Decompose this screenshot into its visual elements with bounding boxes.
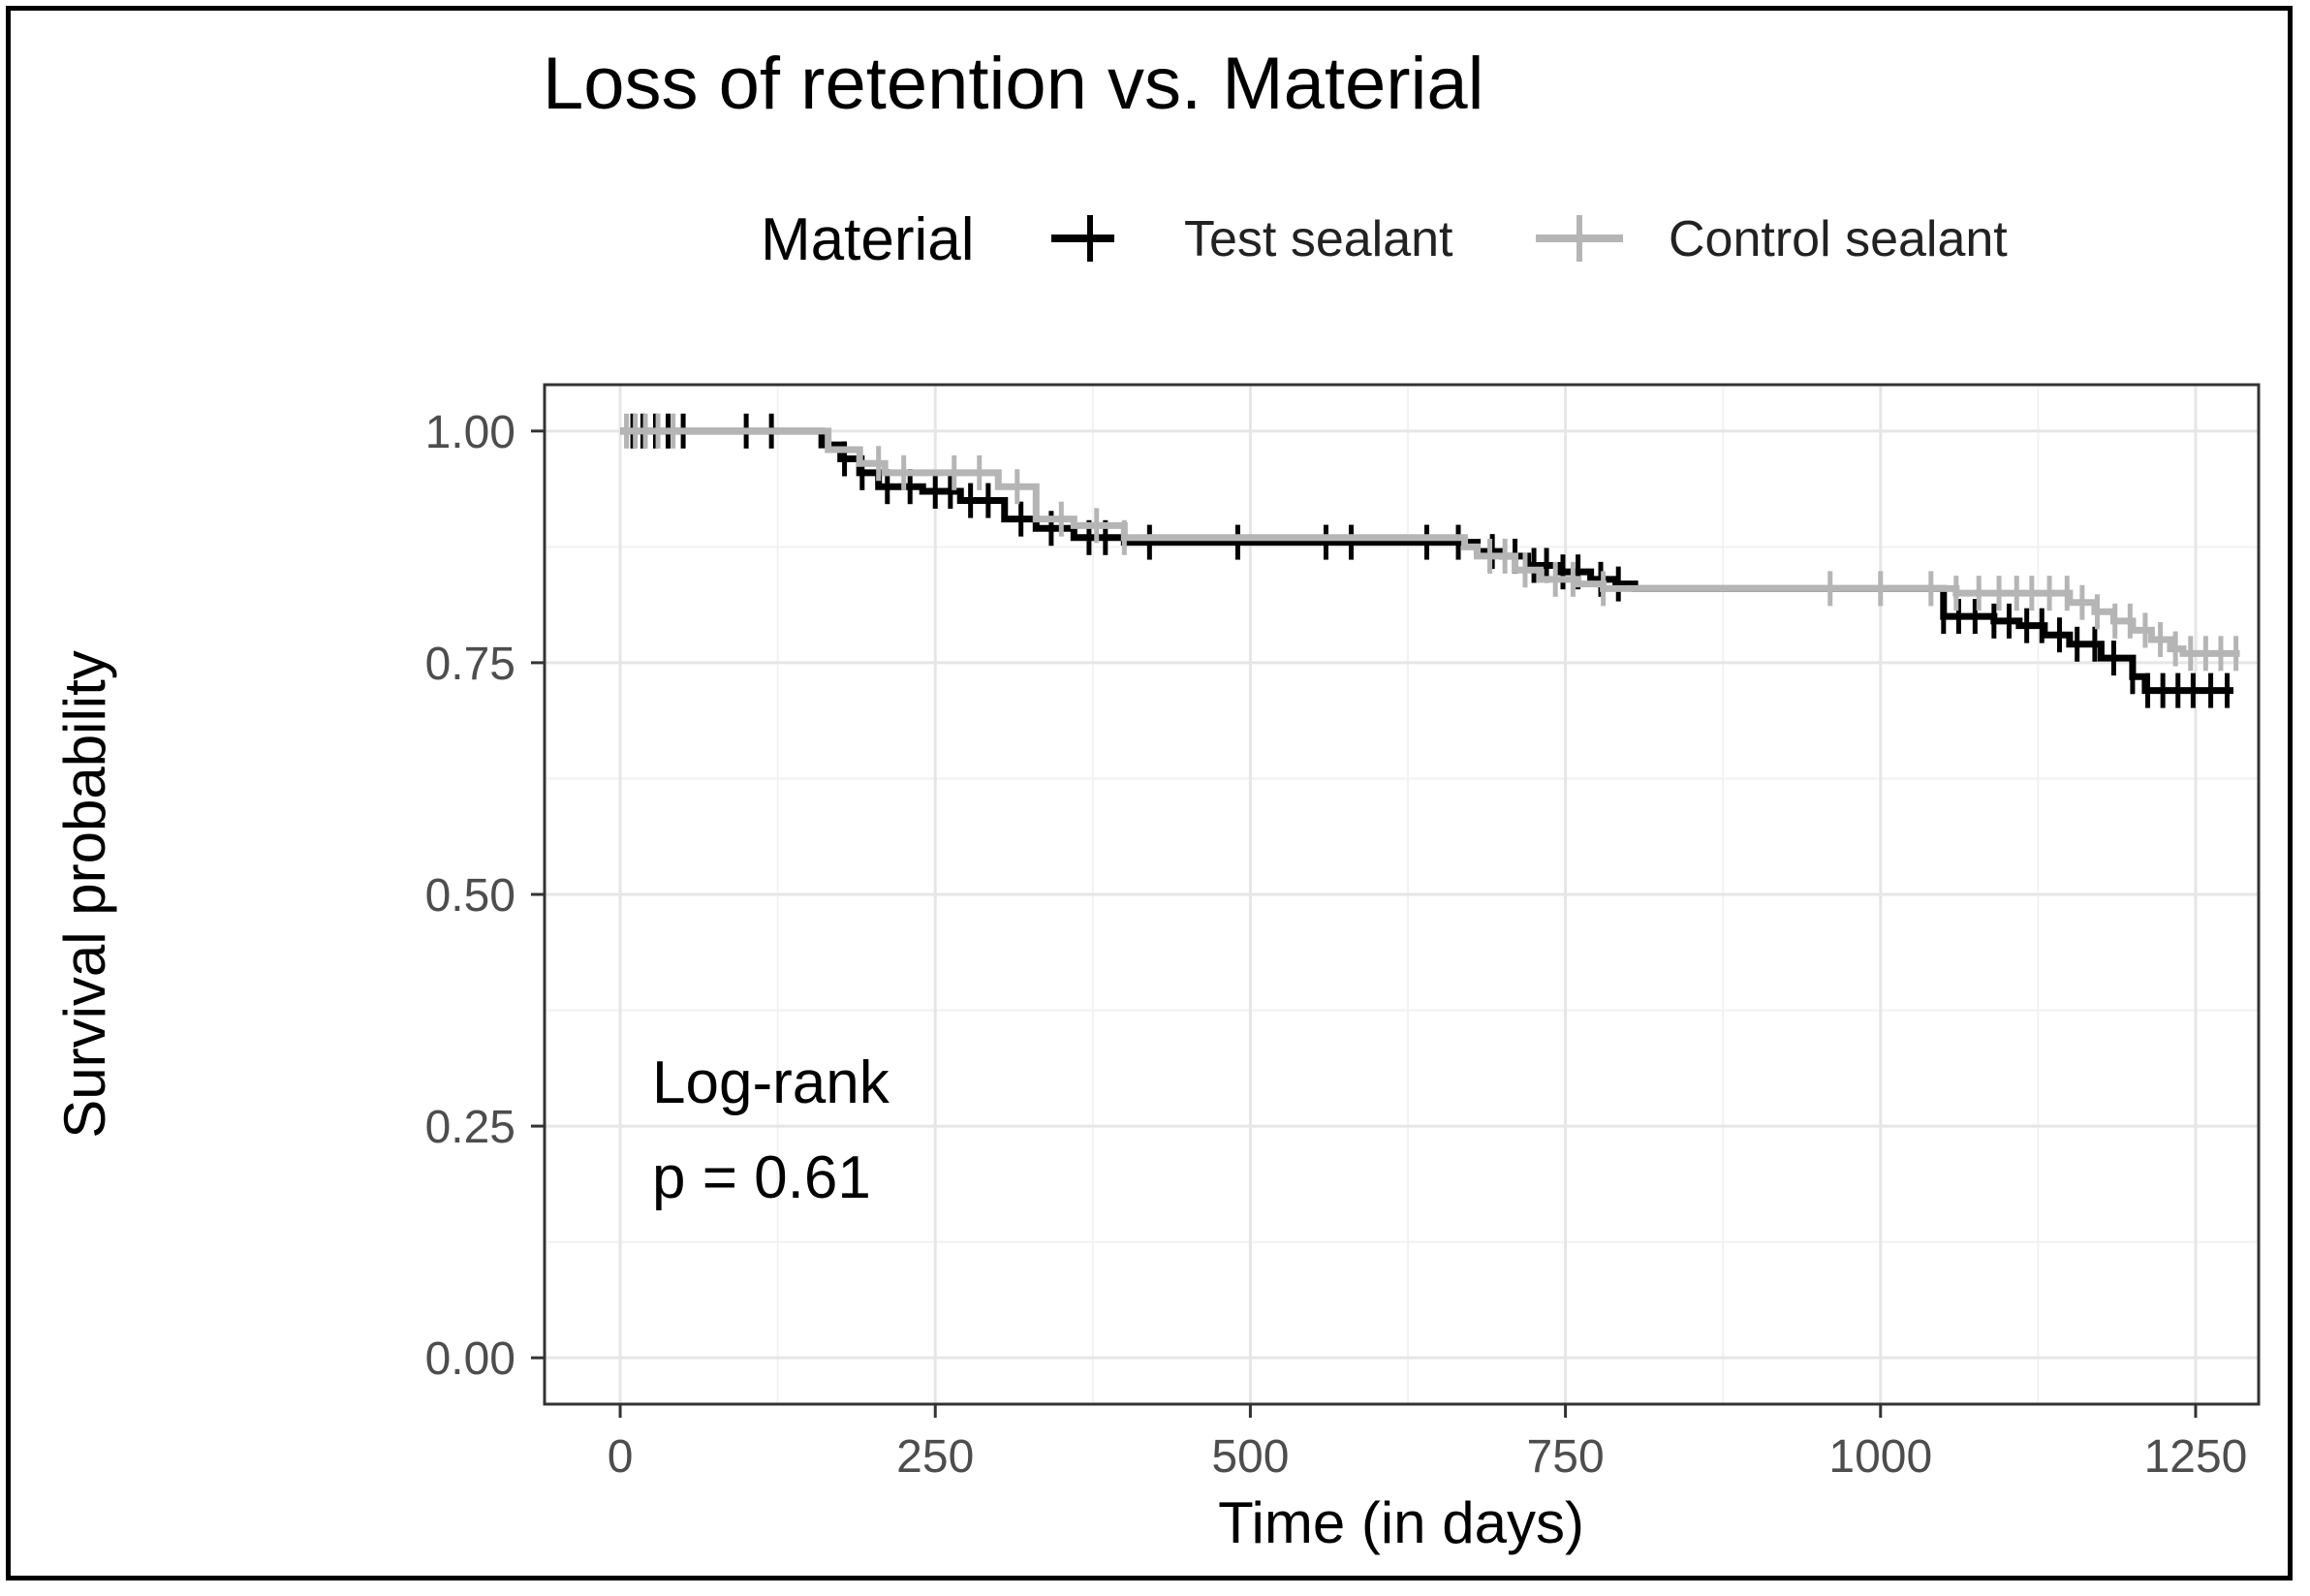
survival-curve xyxy=(620,427,2233,695)
x-axis-title: Time (in days) xyxy=(1218,1490,1584,1555)
legend-title: Material xyxy=(761,206,975,273)
chart-title: Loss of retention vs. Material xyxy=(543,43,1484,125)
series-test xyxy=(620,413,2233,708)
x-tick-label: 1250 xyxy=(2144,1431,2248,1483)
series-control xyxy=(620,413,2240,672)
y-tick-label: 0.00 xyxy=(425,1333,515,1385)
legend-key-test xyxy=(1051,215,1114,262)
logrank-pvalue: p = 0.61 xyxy=(652,1144,871,1211)
y-tick-label: 1.00 xyxy=(425,407,515,458)
legend-label-test: Test sealant xyxy=(1184,211,1453,267)
x-tick-label: 0 xyxy=(608,1431,634,1483)
survival-curve xyxy=(620,427,2240,657)
x-tick-label: 1000 xyxy=(1828,1431,1932,1483)
series-layer xyxy=(620,413,2240,708)
legend: Material Test sealant Control sealant xyxy=(761,206,2008,273)
y-axis: 0.00 0.25 0.50 0.75 1.00 xyxy=(425,407,545,1385)
legend-key-control xyxy=(1536,215,1623,262)
legend-label-control: Control sealant xyxy=(1669,211,2008,267)
y-tick-label: 0.75 xyxy=(425,639,515,690)
logrank-label: Log-rank xyxy=(652,1049,890,1116)
y-axis-title: Survival probability xyxy=(52,650,117,1139)
x-tick-label: 500 xyxy=(1211,1431,1289,1483)
x-axis: 0 250 500 750 1000 1250 xyxy=(608,1404,2248,1483)
y-tick-label: 0.50 xyxy=(425,870,515,922)
x-tick-label: 750 xyxy=(1527,1431,1605,1483)
y-tick-label: 0.25 xyxy=(425,1102,515,1153)
figure-frame xyxy=(6,6,2293,1580)
x-tick-label: 250 xyxy=(896,1431,974,1483)
